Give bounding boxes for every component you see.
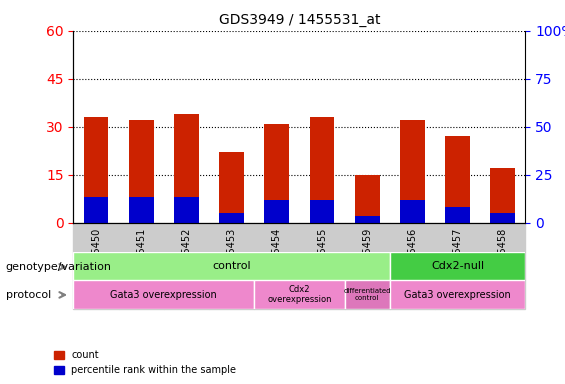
Bar <box>299 223 345 309</box>
Bar <box>355 216 380 223</box>
Bar <box>84 197 108 223</box>
Text: control: control <box>212 261 251 271</box>
Bar <box>345 223 390 309</box>
Bar <box>390 223 435 309</box>
Bar <box>490 213 515 223</box>
Bar <box>435 223 480 309</box>
Bar <box>400 120 425 223</box>
Text: genotype/variation: genotype/variation <box>6 262 112 272</box>
Text: protocol: protocol <box>6 290 51 300</box>
Bar <box>219 152 244 223</box>
Bar <box>254 223 299 309</box>
Bar <box>445 136 470 223</box>
FancyBboxPatch shape <box>73 280 254 309</box>
Bar <box>219 213 244 223</box>
Bar <box>445 207 470 223</box>
FancyBboxPatch shape <box>254 280 345 309</box>
FancyBboxPatch shape <box>73 252 390 280</box>
Legend: count, percentile rank within the sample: count, percentile rank within the sample <box>50 346 240 379</box>
Bar <box>264 124 289 223</box>
Bar <box>355 175 380 223</box>
FancyBboxPatch shape <box>390 280 525 309</box>
FancyBboxPatch shape <box>345 280 390 309</box>
Text: Cdx2-null: Cdx2-null <box>431 261 484 271</box>
Bar <box>73 223 119 309</box>
Text: differentiated
control: differentiated control <box>344 288 391 301</box>
Bar <box>129 120 154 223</box>
Bar <box>490 168 515 223</box>
Bar <box>480 223 525 309</box>
Bar <box>310 117 334 223</box>
Bar <box>400 200 425 223</box>
FancyBboxPatch shape <box>390 252 525 280</box>
Bar <box>129 197 154 223</box>
Text: Cdx2
overexpression: Cdx2 overexpression <box>267 285 332 305</box>
Bar <box>84 117 108 223</box>
Bar <box>174 197 199 223</box>
Bar <box>119 223 164 309</box>
Bar <box>209 223 254 309</box>
Title: GDS3949 / 1455531_at: GDS3949 / 1455531_at <box>219 13 380 27</box>
Text: Gata3 overexpression: Gata3 overexpression <box>111 290 217 300</box>
Text: Gata3 overexpression: Gata3 overexpression <box>405 290 511 300</box>
Bar <box>264 200 289 223</box>
Bar <box>174 114 199 223</box>
Bar <box>310 200 334 223</box>
Bar <box>164 223 209 309</box>
